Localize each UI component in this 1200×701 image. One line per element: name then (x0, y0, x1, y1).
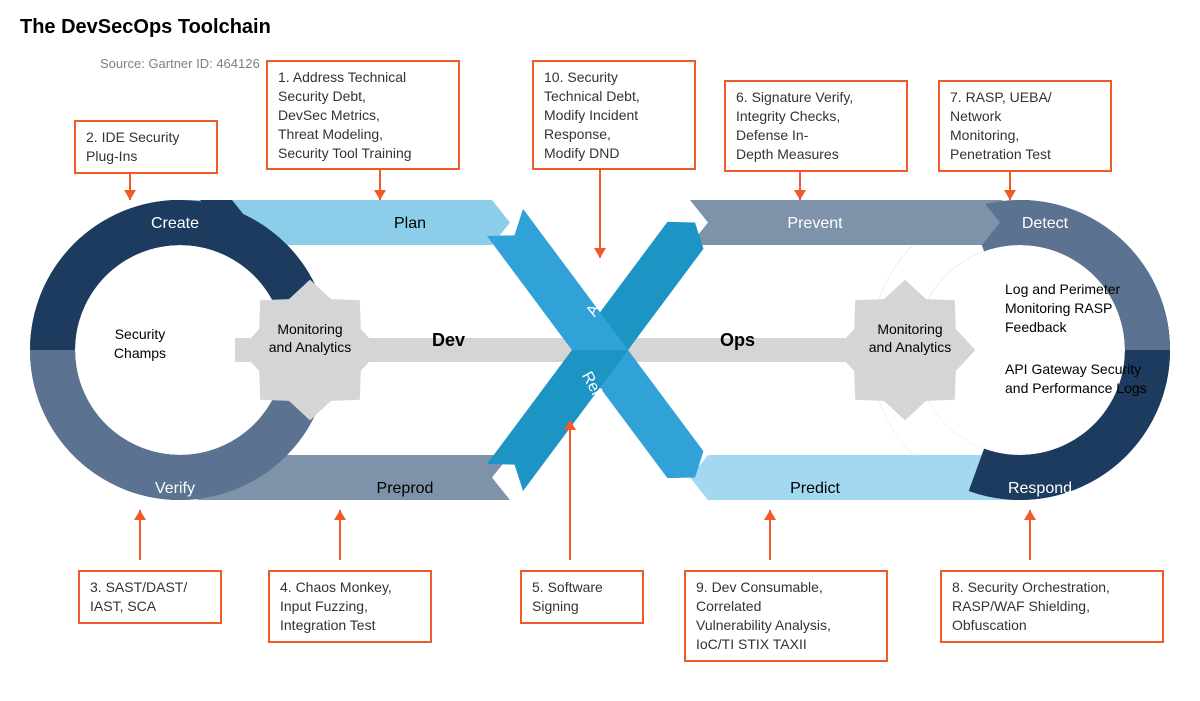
security-champs-label: Security Champs (100, 325, 180, 363)
callout-5: 5. Software Signing (520, 570, 644, 624)
segment-label-respond: Respond (995, 480, 1085, 498)
callout-8: 8. Security Orchestration, RASP/WAF Shie… (940, 570, 1164, 643)
callout-1: 1. Address Technical Security Debt, DevS… (266, 60, 460, 170)
segment-label-create: Create (130, 215, 220, 233)
hub-right-label: Monitoring and Analytics (865, 320, 955, 356)
segment-label-prevent: Prevent (770, 215, 860, 233)
segment-label-predict: Predict (770, 480, 860, 498)
segment-label-detect: Detect (1000, 215, 1090, 233)
segment-label-plan: Plan (365, 215, 455, 233)
callout-6: 6. Signature Verify, Integrity Checks, D… (724, 80, 908, 172)
api-gateway-label: API Gateway Security and Performance Log… (1005, 360, 1155, 398)
callout-2: 2. IDE Security Plug-Ins (74, 120, 218, 174)
hub-left-label: Monitoring and Analytics (265, 320, 355, 356)
callout-7: 7. RASP, UEBA/ Network Monitoring, Penet… (938, 80, 1112, 172)
segment-label-verify: Verify (130, 480, 220, 498)
callout-10: 10. Security Technical Debt, Modify Inci… (532, 60, 696, 170)
callout-3: 3. SAST/DAST/ IAST, SCA (78, 570, 222, 624)
ops-label: Ops (720, 330, 755, 351)
log-perimeter-label: Log and Perimeter Monitoring RASP Feedba… (1005, 280, 1155, 337)
segment-label-preprod: Preprod (360, 480, 450, 498)
callout-9: 9. Dev Consumable, Correlated Vulnerabil… (684, 570, 888, 662)
dev-label: Dev (432, 330, 465, 351)
devsecops-diagram: The DevSecOps Toolchain Source: Gartner … (0, 0, 1200, 701)
callout-4: 4. Chaos Monkey, Input Fuzzing, Integrat… (268, 570, 432, 643)
